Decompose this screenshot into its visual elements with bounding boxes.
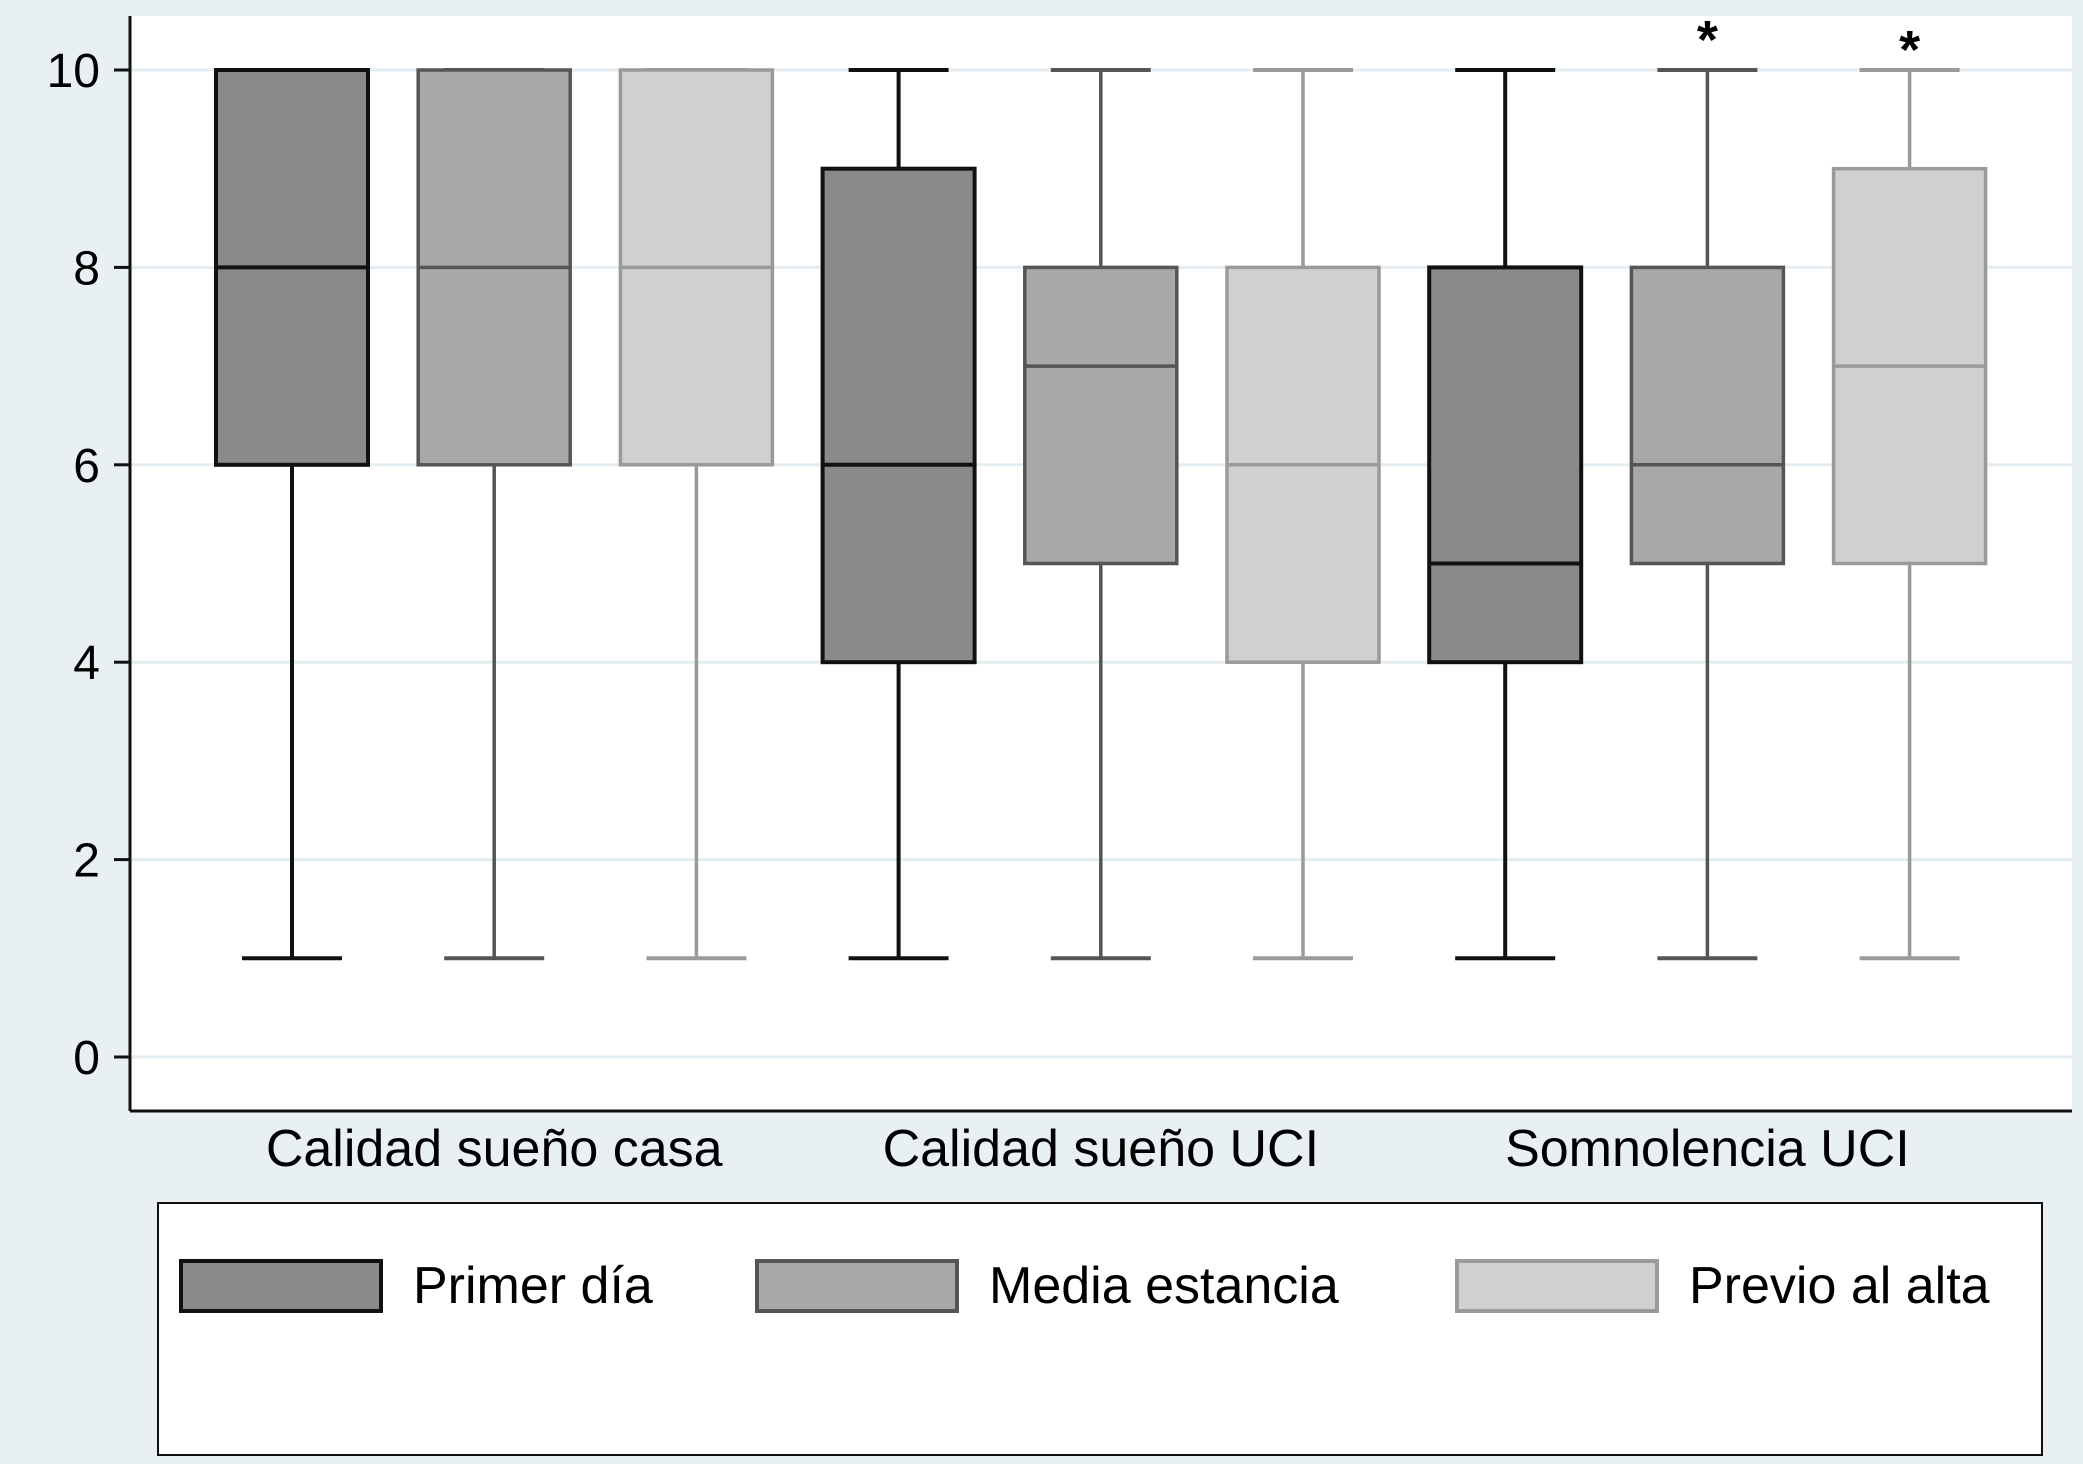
box-3-3: * <box>1831 20 1988 961</box>
legend-label: Primer día <box>413 1257 653 1315</box>
significance-asterisk: * <box>1899 20 1920 80</box>
legend: Primer día Media estancia Previo al alta <box>157 1202 2043 1456</box>
y-tick-label: 2 <box>73 835 100 888</box>
box-1-2 <box>416 68 572 961</box>
legend-item-media-estancia: Media estancia <box>755 1256 1339 1316</box>
legend-item-previo-al-alta: Previo al alta <box>1455 1256 1990 1316</box>
box-iqr <box>820 166 977 665</box>
y-tick-label: 8 <box>73 242 100 295</box>
x-axis: Calidad sueño casa Calidad sueño UCI Somno… <box>130 1109 2072 1178</box>
box-1-1 <box>214 68 370 961</box>
legend-swatch-primer-dia <box>179 1259 383 1313</box>
legend-swatch-media-estancia <box>755 1259 959 1313</box>
legend-label: Media estancia <box>989 1257 1339 1315</box>
box-3-1 <box>1427 68 1584 961</box>
boxes: * * <box>214 10 1988 961</box>
y-tick-label: 4 <box>73 637 100 690</box>
box-iqr <box>1427 265 1584 665</box>
legend-label: Previo al alta <box>1689 1257 1990 1315</box>
y-tick-label: 10 <box>47 45 100 98</box>
y-axis: 0 2 4 6 8 10 <box>47 16 132 1111</box>
legend-swatch-previo-al-alta <box>1455 1259 1659 1313</box>
significance-asterisk: * <box>1697 10 1718 70</box>
box-3-2: * <box>1629 10 1786 961</box>
box-2-3 <box>1225 68 1381 961</box>
legend-item-primer-dia: Primer día <box>179 1256 653 1316</box>
box-iqr <box>1629 265 1786 566</box>
x-category-label: Calidad sueño casa <box>266 1120 723 1178</box>
y-tick-label: 6 <box>73 440 100 493</box>
box-2-2 <box>1023 68 1179 961</box>
y-tick-label: 0 <box>73 1032 100 1085</box>
x-category-label: Calidad sueño UCI <box>883 1120 1319 1178</box>
box-2-1 <box>820 68 977 961</box>
box-iqr <box>1023 265 1179 566</box>
box-1-3 <box>618 68 775 961</box>
x-category-label: Somnolencia UCI <box>1505 1120 1910 1178</box>
